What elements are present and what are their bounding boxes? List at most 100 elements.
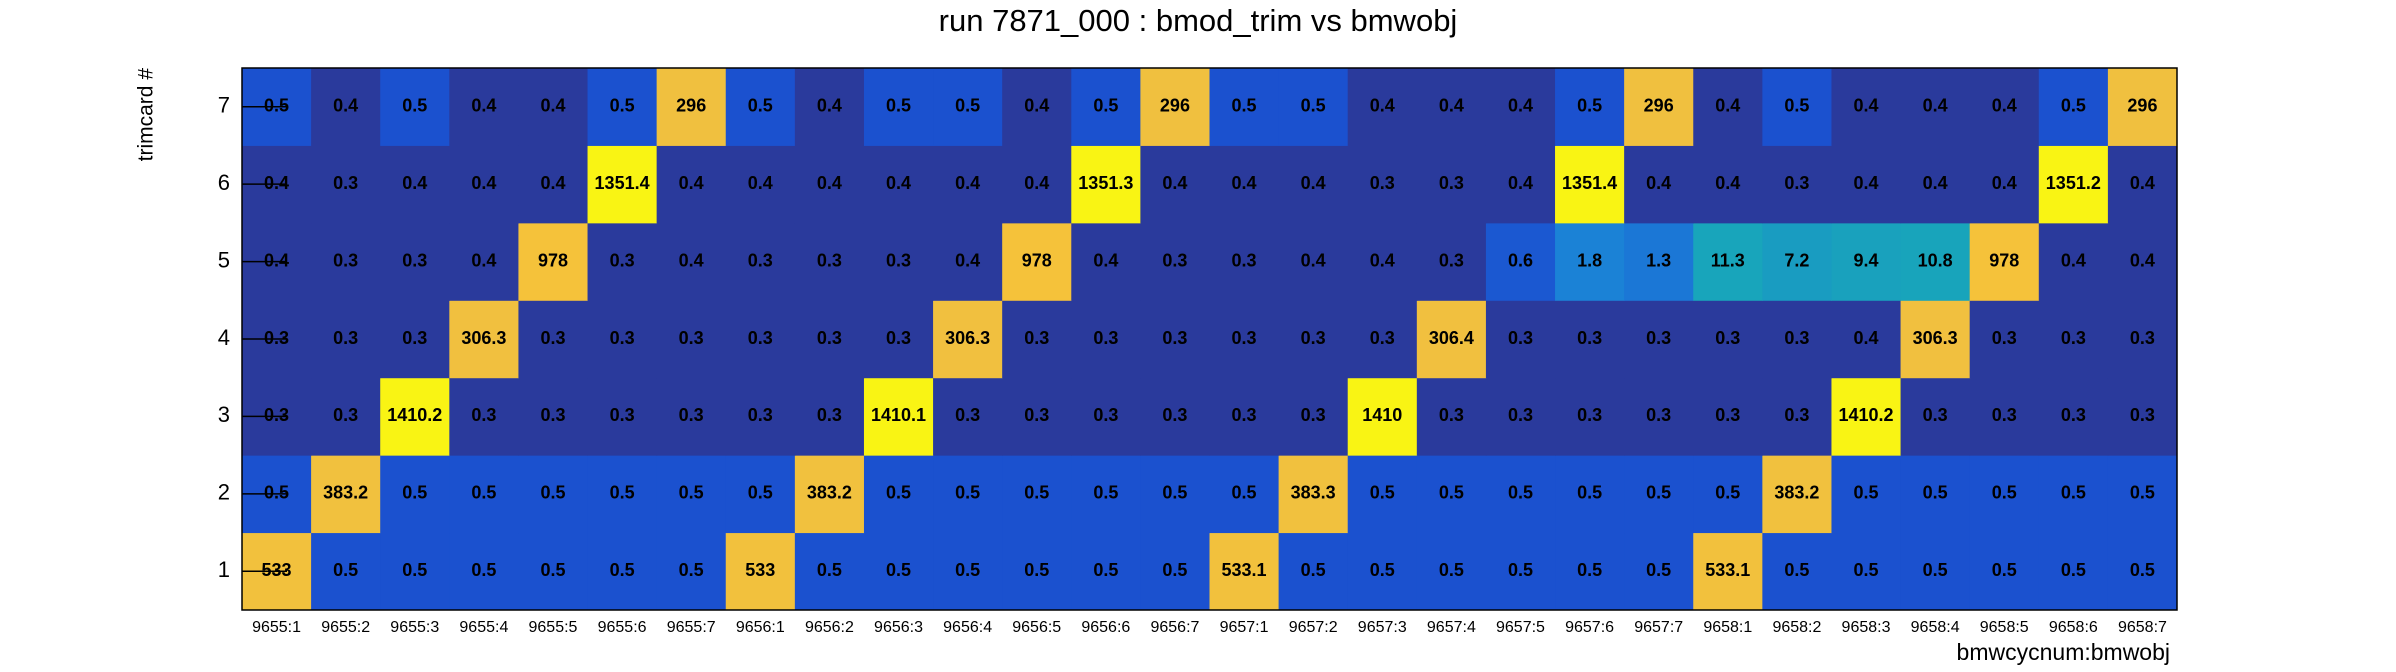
cell-label: 0.5 [1024,483,1049,503]
heatmap-cell [1209,68,1280,146]
y-tick-label: 3 [218,402,230,427]
cell-label: 533 [745,560,775,580]
cell-label: 0.3 [2130,405,2155,425]
heatmap-cell [587,377,658,456]
x-tick-label: 9657:2 [1289,619,1338,636]
cell-label: 296 [1160,95,1190,115]
heatmap-cell [311,68,381,146]
chart-title: run 7871_000 : bmod_trim vs bmwobj [939,3,1458,38]
heatmap-cell [725,300,796,379]
x-tick-label: 9657:7 [1634,619,1683,636]
heatmap-cell [1347,455,1418,534]
heatmap-cell [863,455,934,534]
plot-frame [241,67,2178,611]
heatmap-cell [2038,377,2109,456]
cell-label: 0.3 [886,328,911,348]
cell-label: 0.5 [2061,95,2086,115]
cell-label: 0.3 [1646,328,1671,348]
heatmap-cell [1693,532,1763,611]
heatmap-cell [587,300,658,379]
heatmap-cell [863,68,934,146]
cell-label: 0.4 [1093,250,1118,270]
heatmap-cell [1555,532,1625,611]
heatmap-cell [1969,300,2040,379]
cell-label: 0.4 [886,173,911,193]
heatmap-cell [1762,532,1832,611]
heatmap-cell [1693,222,1763,301]
cell-label: 0.5 [955,560,980,580]
cell-label: 0.3 [1093,405,1118,425]
heatmap-cell [518,222,589,301]
heatmap-cell [863,377,934,456]
heatmap-cell [1209,145,1280,224]
heatmap-cell [1416,377,1487,456]
heatmap-cell [2038,222,2109,301]
cell-label: 10.8 [1918,250,1953,270]
heatmap-cell [311,455,381,534]
heatmap-cell [449,532,519,611]
cell-label: 1410.1 [871,405,926,425]
cell-label: 0.5 [955,95,980,115]
cell-label: 0.3 [1162,405,1187,425]
cell-label: 0.4 [1854,328,1879,348]
x-tick-label: 9656:7 [1150,619,1199,636]
heatmap-cell [1624,68,1694,146]
heatmap-cell [725,222,796,301]
x-tick-label: 9656:2 [805,619,854,636]
cell-label: 1410.2 [387,405,442,425]
x-tick-label: 9658:2 [1772,619,1821,636]
heatmap-cell [794,145,865,224]
cell-label: 306.3 [945,328,990,348]
cell-label: 0.3 [333,250,358,270]
cell-label: 0.3 [1370,328,1395,348]
cell-label: 0.3 [1370,173,1395,193]
cell-label: 0.3 [748,250,773,270]
heatmap-cell [1347,222,1418,301]
heatmap-cell [1002,377,1072,456]
x-tick-label: 9658:6 [2049,619,2098,636]
cell-label: 533 [262,560,292,580]
cell-label: 0.5 [1232,483,1257,503]
cell-label: 1351.3 [1078,173,1133,193]
heatmap-cell [449,68,519,146]
cell-label: 0.4 [333,95,358,115]
cell-label: 0.5 [2061,483,2086,503]
cell-label: 0.5 [264,483,289,503]
cell-label: 0.5 [610,483,635,503]
heatmap-cell [1900,532,1971,611]
heatmap-cell [1693,145,1763,224]
x-tick-label: 9655:7 [667,619,716,636]
x-tick-label: 9658:1 [1703,619,1752,636]
heatmap-cell [1969,222,2040,301]
heatmap-cell [1002,68,1072,146]
heatmap-cell [1485,145,1556,224]
heatmap-cell [449,145,519,224]
heatmap-cell [1485,300,1556,379]
x-tick-label: 9655:1 [252,619,301,636]
cell-label: 533.1 [1222,560,1267,580]
cell-label: 0.5 [1162,560,1187,580]
heatmap-cell [863,532,934,611]
cell-label: 0.4 [679,173,704,193]
cell-label: 0.3 [1439,173,1464,193]
cell-label: 9.4 [1854,250,1879,270]
heatmap-cell [2107,68,2178,146]
heatmap-cell [1002,145,1072,224]
heatmap-cell [1624,377,1694,456]
x-tick-label: 9656:5 [1012,619,1061,636]
cell-label: 0.5 [610,95,635,115]
cell-label: 0.3 [1784,328,1809,348]
cell-label: 0.5 [1854,483,1879,503]
heatmap-cell [1140,222,1210,301]
heatmap-cell [1900,377,1971,456]
heatmap-cell [656,145,727,224]
heatmap-cell [1831,455,1902,534]
cell-label: 0.3 [333,405,358,425]
cell-label: 0.5 [333,560,358,580]
heatmap-cell [1900,300,1971,379]
cell-label: 0.5 [2130,483,2155,503]
heatmap-cell [1209,300,1280,379]
cell-label: 0.5 [402,95,427,115]
cell-label: 306.3 [461,328,506,348]
cell-label: 0.4 [817,95,842,115]
